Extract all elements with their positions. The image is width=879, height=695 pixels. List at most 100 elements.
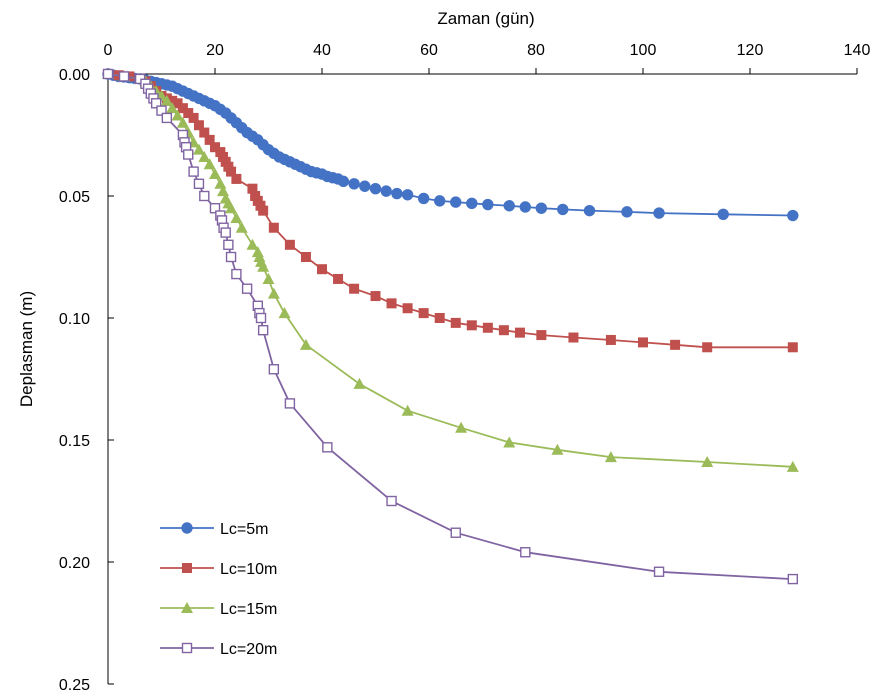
- legend-item: Lc=20m: [160, 641, 277, 658]
- legend-label: Lc=20m: [220, 641, 277, 658]
- data-point: [172, 98, 183, 109]
- data-point: [787, 342, 798, 353]
- series-line: [107, 73, 793, 468]
- data-point: [160, 94, 173, 106]
- data-point: [787, 209, 799, 222]
- data-point: [322, 442, 333, 453]
- data-point: [401, 404, 414, 416]
- x-tick-label: 140: [844, 42, 871, 59]
- x-tick-label: 0: [104, 42, 113, 59]
- data-point: [257, 260, 270, 272]
- legend-item: Lc=5m: [160, 521, 268, 538]
- data-point: [284, 239, 295, 250]
- data-point: [150, 98, 162, 109]
- data-point: [210, 142, 220, 153]
- data-point: [183, 149, 194, 160]
- data-point: [519, 201, 531, 213]
- data-point: [188, 112, 199, 123]
- data-point: [434, 313, 445, 323]
- legend-item: Lc=10m: [160, 561, 277, 578]
- data-point: [380, 185, 392, 197]
- data-point: [262, 272, 275, 284]
- data-point: [466, 197, 478, 210]
- data-point: [220, 227, 231, 238]
- data-point: [520, 547, 531, 558]
- data-point: [299, 338, 312, 350]
- data-point: [337, 175, 350, 188]
- data-point: [604, 451, 617, 463]
- data-point: [118, 71, 130, 82]
- data-point: [214, 177, 227, 189]
- data-point: [231, 173, 242, 184]
- data-point: [653, 207, 665, 219]
- legend-label: Lc=15m: [220, 601, 277, 618]
- data-point: [503, 436, 516, 448]
- x-tick-label: 20: [206, 42, 224, 59]
- legend-swatch-marker: [181, 602, 193, 613]
- series-1: [103, 69, 798, 353]
- data-point: [241, 283, 253, 294]
- x-tick-label: 40: [313, 42, 331, 59]
- y-tick-label: 0.25: [59, 677, 90, 694]
- data-point: [209, 168, 221, 180]
- data-point: [161, 112, 173, 124]
- data-point: [198, 150, 211, 162]
- y-tick-label: 0.00: [59, 67, 90, 84]
- data-point: [450, 317, 461, 328]
- data-point: [188, 166, 199, 177]
- data-point: [183, 108, 194, 119]
- data-point: [717, 208, 729, 221]
- data-point: [225, 202, 238, 214]
- series-0: [102, 68, 799, 222]
- series-3: [102, 68, 798, 585]
- data-point: [434, 195, 446, 207]
- data-point: [192, 143, 205, 155]
- data-point: [621, 206, 633, 218]
- data-point: [348, 178, 360, 190]
- data-point: [255, 312, 267, 324]
- data-point: [230, 211, 243, 223]
- data-point: [536, 330, 547, 341]
- data-point: [402, 303, 413, 314]
- y-tick-label: 0.10: [59, 311, 90, 328]
- x-tick-label: 60: [420, 42, 438, 59]
- data-point: [193, 178, 205, 190]
- data-point: [498, 325, 509, 336]
- data-point: [638, 337, 648, 348]
- data-point: [605, 334, 616, 345]
- data-point: [102, 68, 114, 80]
- data-point: [166, 102, 179, 114]
- data-point: [167, 95, 178, 106]
- data-point: [278, 307, 291, 319]
- data-point: [156, 105, 167, 116]
- axes: 0 20 40 60 80 100 120 140 0.00 0.05 0.10 0.15 0.20 0.…: [17, 9, 870, 694]
- data-point: [199, 190, 210, 202]
- legend-swatch-marker: [181, 522, 193, 534]
- data-point: [653, 566, 665, 577]
- data-point: [557, 203, 569, 216]
- data-point: [268, 364, 280, 375]
- data-point: [231, 268, 242, 280]
- data-point: [386, 495, 397, 507]
- data-point: [353, 377, 366, 389]
- data-point: [204, 134, 215, 145]
- data-point: [333, 273, 344, 284]
- data-point: [551, 443, 564, 455]
- data-point: [401, 189, 414, 201]
- data-point: [203, 158, 216, 170]
- data-point: [535, 202, 548, 214]
- y-tick-label: 0.15: [59, 433, 90, 450]
- data-point: [787, 573, 798, 585]
- x-tick-label: 120: [737, 42, 764, 59]
- data-point: [359, 180, 371, 192]
- data-point: [317, 264, 327, 275]
- y-tick-label: 0.20: [59, 555, 90, 572]
- data-point: [349, 283, 360, 294]
- data-point: [702, 342, 713, 353]
- legend-label: Lc=10m: [220, 561, 277, 578]
- data-point: [670, 339, 681, 350]
- y-tick-label: 0.05: [59, 189, 90, 206]
- data-point: [177, 103, 188, 114]
- data-point: [455, 421, 468, 433]
